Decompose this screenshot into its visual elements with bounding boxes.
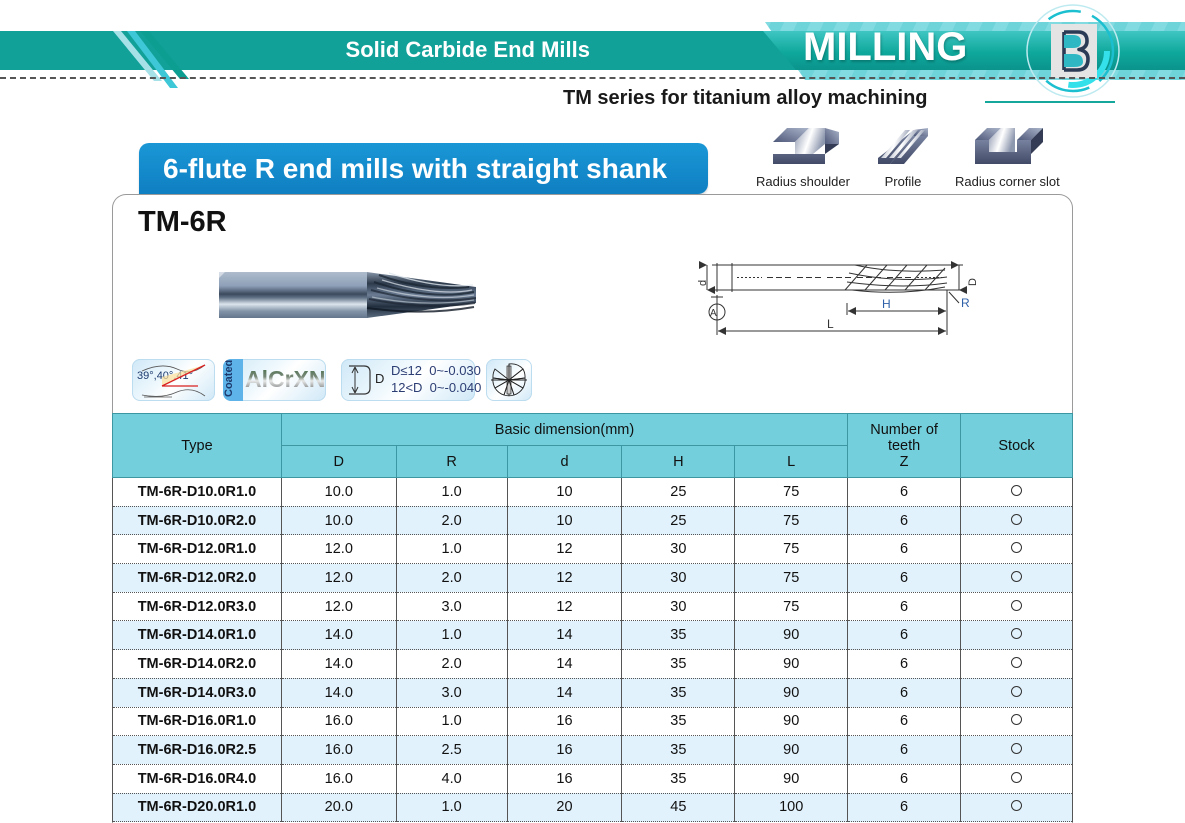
svg-text:A: A — [710, 308, 717, 319]
svg-text:L: L — [827, 317, 834, 331]
svg-text:R: R — [961, 296, 970, 310]
svg-text:H: H — [882, 297, 891, 311]
svg-text:d: d — [697, 280, 709, 286]
svg-text:D: D — [967, 278, 979, 286]
